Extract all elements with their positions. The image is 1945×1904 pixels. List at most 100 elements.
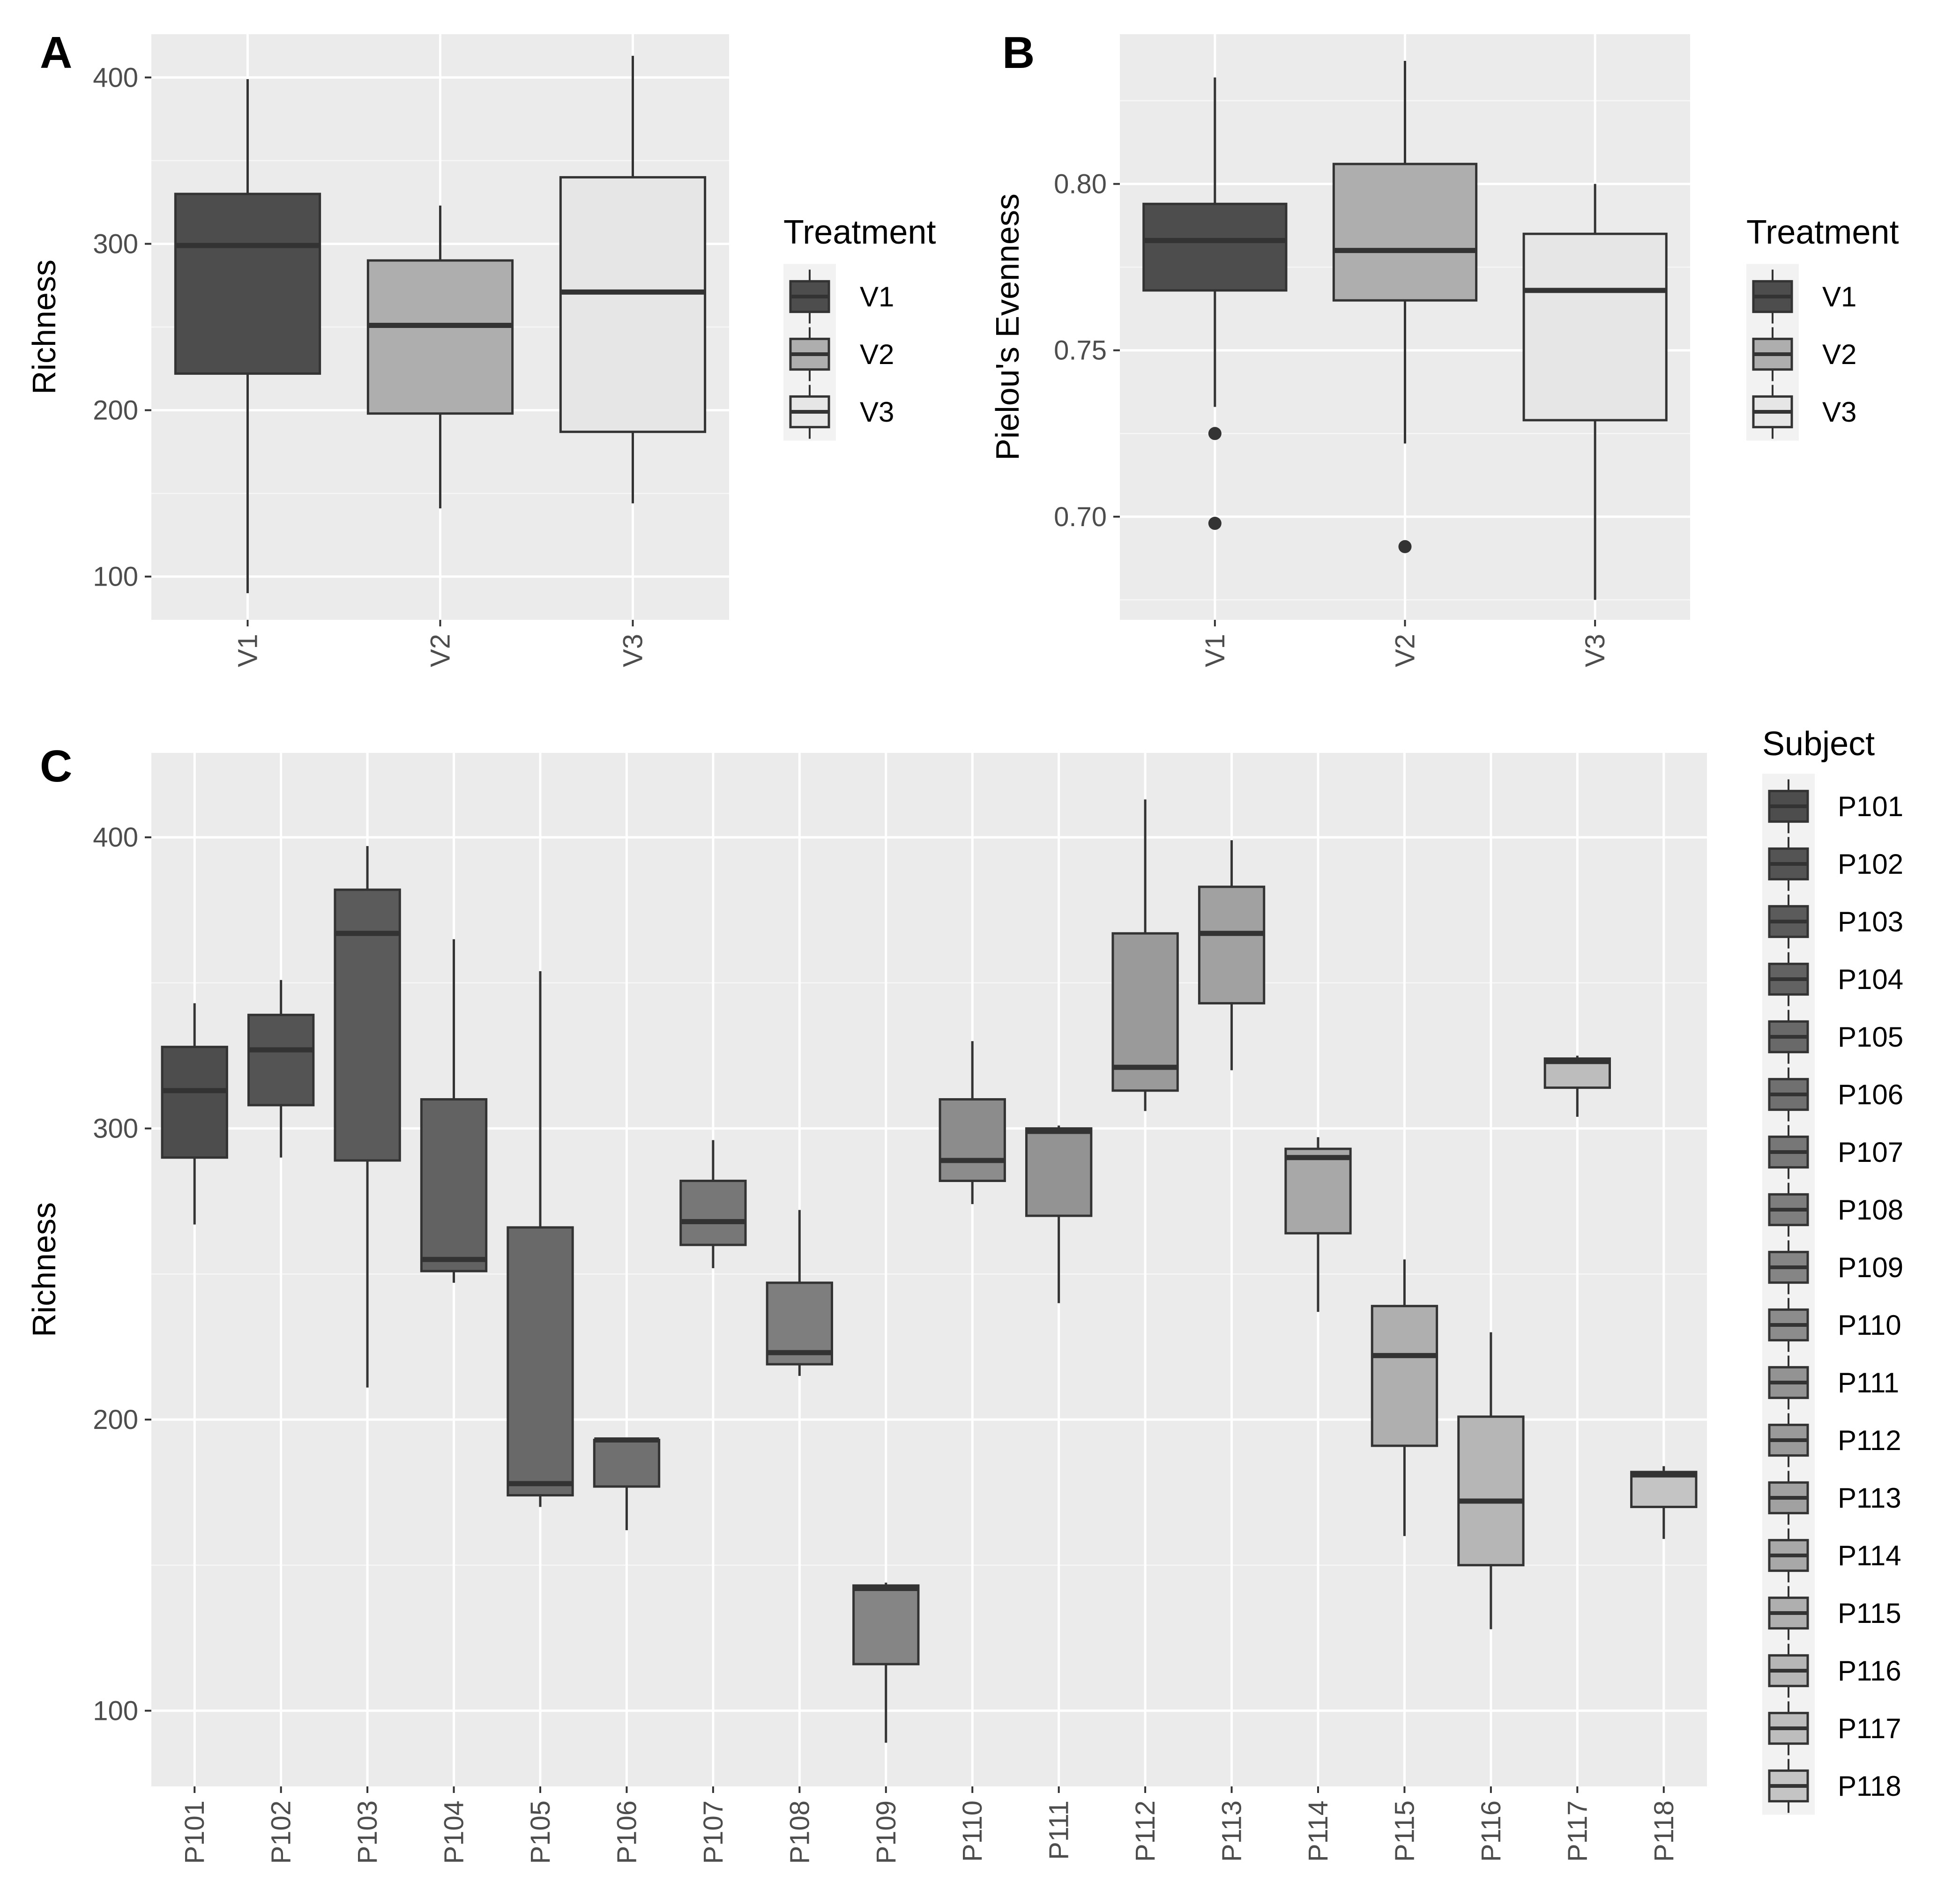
y-axis-title: Richness [26,1202,62,1337]
box-p108 [766,1210,833,1376]
x-tick-label: P106 [611,1800,642,1864]
x-tick-label: P118 [1649,1800,1679,1862]
legend-title: Treatment [1746,214,1899,251]
y-tick-label: 300 [93,229,138,259]
panel-b: 0.70 0.75 0.80 V1 V2 V3 Pielou's Evenness B Trea… [989,28,1899,667]
y-tick-label: 400 [93,62,138,93]
iqr-box [939,1098,1006,1182]
y-tick-label: 200 [93,395,138,426]
legend-label: V1 [860,281,894,312]
legend-label: V2 [1822,339,1856,370]
legend-key-p103 [1768,894,1809,949]
x-tick-label: P102 [266,1800,297,1864]
box-p111 [1025,1125,1093,1303]
box-p113 [1198,840,1266,1071]
legend-key-p113 [1768,1471,1809,1525]
y-axis-title: Richness [26,260,62,394]
legend-key-p112 [1768,1413,1809,1467]
box-v2 [366,205,514,509]
legend-title: Subject [1762,725,1875,763]
y-tick-label: 400 [93,822,138,853]
x-tick-label: V2 [425,634,456,667]
plot-background [151,753,1707,1786]
legend: Subject P101 P102 P103 P104 P105 P106 P107 P108 P… [1762,725,1903,1815]
box-p107 [679,1140,747,1268]
iqr-box [1111,932,1179,1092]
legend-label: P108 [1838,1194,1903,1226]
legend-key-p115 [1768,1586,1809,1640]
box-p101 [161,1003,228,1225]
x-tick-label: P103 [352,1800,383,1864]
legend-key-v1 [789,269,830,324]
x-tick-label: P111 [1044,1800,1074,1860]
iqr-box [366,259,514,415]
box-p104 [420,939,488,1283]
legend-label: V3 [860,396,894,428]
y-tick-label: 0.75 [1054,335,1107,366]
legend-label: P102 [1838,848,1903,880]
legend-label: P111 [1838,1367,1899,1398]
iqr-box [1522,232,1668,422]
legend-key-p108 [1768,1183,1809,1237]
legend-label: P101 [1838,791,1903,822]
outlier-point [1398,540,1412,553]
legend: Treatment V1 V2 V3 [783,214,936,441]
legend-label: P113 [1838,1482,1901,1514]
x-tick-label: V1 [233,634,263,667]
x-tick-label: P117 [1562,1800,1593,1862]
x-tick-label: P104 [439,1800,469,1864]
panel-label: A [40,28,72,78]
x-tick-label: V2 [1390,634,1421,667]
x-tick-label: V3 [1580,634,1610,667]
legend-label: P115 [1838,1598,1901,1629]
box-p102 [247,980,315,1158]
iqr-box [161,1046,228,1159]
box-v1 [1142,77,1288,530]
legend-key-p118 [1768,1759,1809,1813]
panel-label: B [1002,28,1035,78]
x-tick-label: P114 [1303,1800,1334,1862]
legend-key-v2 [789,327,830,381]
legend-label: P107 [1838,1137,1903,1168]
x-tick-label: P109 [871,1800,902,1864]
box-v2 [1332,60,1478,553]
legend-key-p104 [1768,952,1809,1006]
x-tick-label: P105 [525,1800,556,1864]
legend-label: P112 [1838,1425,1901,1456]
box-p110 [939,1041,1006,1205]
y-tick-label: 0.70 [1054,502,1107,532]
box-v1 [174,79,321,594]
iqr-box [679,1179,747,1246]
box-p106 [593,1437,661,1531]
x-tick-label: P101 [179,1800,210,1864]
legend-key-p117 [1768,1701,1809,1755]
iqr-box [174,193,321,375]
box-p115 [1371,1259,1438,1536]
y-tick-label: 100 [93,1696,138,1726]
box-p112 [1111,799,1179,1111]
legend-label: V1 [1822,281,1856,312]
iqr-box [1630,1471,1698,1508]
box-p116 [1457,1332,1525,1629]
x-tick-label: V3 [618,634,648,667]
legend-label: P117 [1838,1713,1901,1744]
legend-label: P110 [1838,1309,1901,1341]
legend-key-p107 [1768,1125,1809,1179]
legend-key-p106 [1768,1067,1809,1122]
x-tick-label: P108 [784,1800,815,1864]
legend-key-p109 [1768,1240,1809,1294]
box-v3 [1522,184,1668,600]
x-tick-label: P116 [1476,1800,1506,1862]
legend-label: P103 [1838,906,1903,937]
panel-a: 100 200 300 400 V1 V2 V3 Richness A Treatment V1 V2… [26,28,936,667]
legend-title: Treatment [783,214,936,251]
legend-label: P109 [1838,1252,1903,1283]
legend-label: P114 [1838,1540,1901,1571]
iqr-box [334,888,401,1162]
box-v3 [559,56,707,504]
legend-key-p105 [1768,1010,1809,1064]
legend-label: P104 [1838,964,1903,995]
x-tick-label: P107 [698,1800,729,1864]
